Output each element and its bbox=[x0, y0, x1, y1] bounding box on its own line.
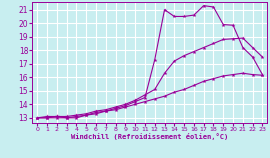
X-axis label: Windchill (Refroidissement éolien,°C): Windchill (Refroidissement éolien,°C) bbox=[71, 133, 228, 140]
